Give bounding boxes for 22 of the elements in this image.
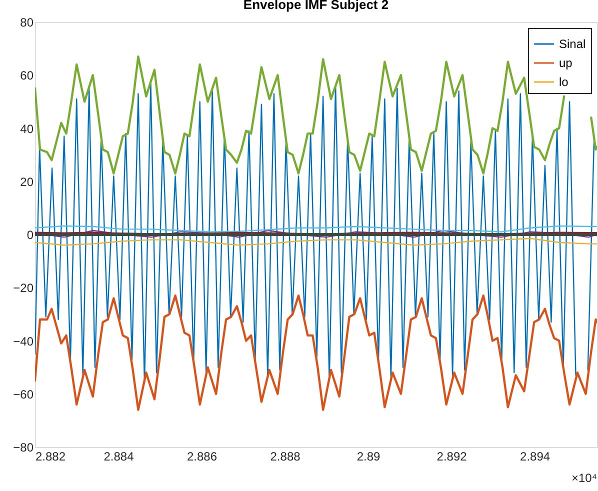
y-tick-label: 0: [26, 228, 34, 242]
x-tick-label: 2.882: [36, 450, 66, 464]
y-tick-label: −60: [13, 387, 34, 402]
y-tick-label: 40: [20, 122, 34, 136]
line-series: [35, 238, 597, 246]
legend-label: lo: [559, 75, 569, 89]
text: ×10⁴: [571, 471, 597, 485]
y-tick-label: 60: [20, 68, 34, 83]
x-tick-label: 2.886: [187, 450, 218, 464]
y-tick-label: −40: [13, 334, 34, 348]
line-series: [35, 294, 597, 411]
legend-label: Sinal: [559, 37, 586, 51]
y-tick-label: 20: [20, 174, 34, 189]
x-tick-label: 2.89: [356, 450, 381, 464]
x-tick-label: 2.892: [436, 450, 468, 464]
y-tick-label: −20: [13, 281, 34, 296]
x-tick-label: 2.888: [270, 450, 301, 464]
x-tick-label: 2.894: [520, 450, 550, 464]
y-tick-label: 80: [20, 16, 34, 30]
x-tick-label: 2.884: [104, 450, 134, 464]
legend-label: up: [559, 56, 573, 70]
y-tick-label: −80: [13, 440, 34, 454]
